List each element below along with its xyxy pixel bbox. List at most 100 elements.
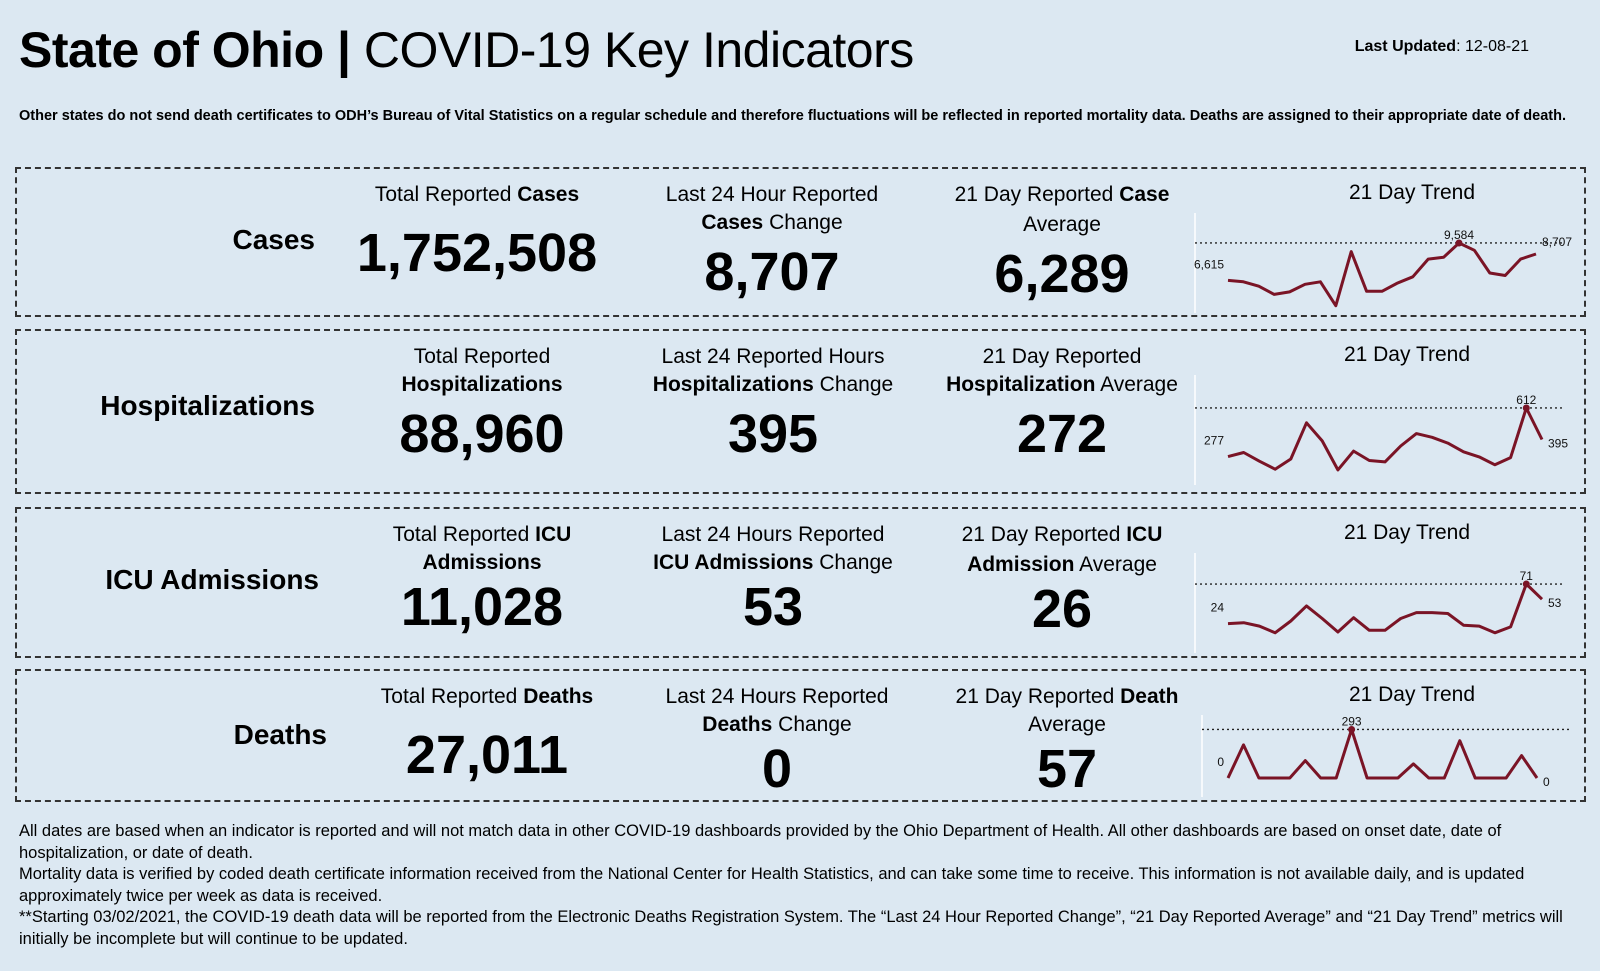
icu-last24-heading-1: Last 24 Hours Reported (661, 523, 885, 546)
hosp-last24-value: 395 (727, 404, 819, 464)
title-subject: COVID-19 Key Indicators (350, 22, 914, 78)
cases-avg-heading-1b: Case (1119, 183, 1170, 206)
cases-last24-heading-1: Last 24 Hour Reported (665, 183, 879, 206)
hosp-total-heading-1: Total Reported (413, 345, 551, 368)
icu-total-value: 11,028 (400, 577, 564, 637)
footer-note-dates: All dates are based when an indicator is… (19, 822, 1502, 862)
icu-total-heading-1a: Total Reported (392, 523, 536, 546)
cases-trend-label-max: 9,584 (1444, 228, 1474, 242)
cases-trend-label-last: 8,707 (1542, 235, 1572, 249)
icu-avg-heading-2a: Admission (967, 553, 1075, 576)
cases-last24-heading-2: Cases Change (617, 209, 927, 237)
hosp-total-heading-2b: Hospitalizations (401, 373, 563, 396)
cases-trend-label-first: 6,615 (1194, 257, 1224, 271)
hosp-avg-value: 272 (1016, 404, 1108, 464)
cases-total-heading: Total Reported Cases (317, 181, 637, 209)
title-state: State of Ohio | (19, 22, 351, 78)
deaths-trend-line (1226, 728, 1539, 780)
icu-last24-heading-2a: ICU Admissions (653, 551, 814, 574)
hosp-trend-label-max: 612 (1516, 393, 1536, 407)
icu-label: ICU Admissions (105, 564, 319, 595)
icu-trend-point (1522, 580, 1530, 588)
footer-note-mortality: Mortality data is verified by coded deat… (19, 865, 1525, 905)
cases-avg-heading-2: Average (1023, 213, 1101, 236)
icu-avg-value: 26 (1031, 579, 1093, 639)
deaths-total-value: 27,011 (405, 725, 569, 785)
icu-trend-label-max: 71 (1520, 569, 1534, 583)
deaths-trend-point (1348, 725, 1356, 733)
icu-avg-heading-1b: ICU (1126, 523, 1163, 546)
hosp-avg-heading-2a: Hospitalization (946, 373, 1096, 396)
cases-trend-title: 21 Day Trend (1348, 181, 1476, 204)
hosp-trend-label-first: 277 (1204, 434, 1224, 448)
deaths-avg-heading-1a: 21 Day Reported (955, 685, 1121, 708)
cases-label: Cases (232, 224, 315, 255)
hosp-trend-title: 21 Day Trend (1343, 343, 1471, 366)
footer-notes: All dates are based when an indicator is… (19, 821, 1591, 950)
hosp-last24-heading-2: Hospitalizations Change (613, 371, 933, 399)
deaths-trend-label-first: 0 (1217, 755, 1224, 769)
cases-trend-point (1455, 239, 1463, 247)
cases-avg: 21 Day Reported Case Average 6,289 (907, 181, 1217, 304)
deaths-avg-heading-1b: Death (1120, 685, 1179, 708)
header: State of Ohio | COVID-19 Key Indicators … (19, 22, 1589, 82)
deaths-last24-heading-2b: Change (772, 713, 852, 736)
icu-total-heading-1b: ICU (535, 523, 572, 546)
icu-trend-label-first: 24 (1211, 601, 1225, 615)
last-updated: Last Updated: 12-08-21 (1355, 38, 1529, 56)
deaths-last24-value: 0 (761, 739, 793, 799)
last-updated-value: : 12-08-21 (1456, 38, 1529, 55)
icu-avg-heading-1a: 21 Day Reported (961, 523, 1127, 546)
cases-avg-value: 6,289 (994, 244, 1130, 304)
hospitalizations-panel: Hospitalizations Total Reported Hospital… (15, 329, 1586, 494)
cases-total-value: 1,752,508 (356, 223, 598, 283)
icu-total: Total Reported ICU Admissions 11,028 (327, 521, 637, 637)
icu-last24: Last 24 Hours Reported ICU Admissions Ch… (613, 521, 933, 637)
hosp-trend-chart: 277 612 395 (1194, 375, 1568, 485)
hosp-avg-heading-2b: Average (1095, 373, 1178, 396)
cases-last24: Last 24 Hour Reported Cases Change 8,707 (617, 181, 927, 302)
cases-total-heading-b: Cases (517, 183, 580, 206)
icu-avg-heading-2: Admission Average (907, 551, 1217, 579)
hosp-last24-heading-2a: Hospitalizations (652, 373, 814, 396)
hosp-avg-heading-2: Hospitalization Average (897, 371, 1227, 399)
icu-avg: 21 Day Reported ICU Admission Average 26 (907, 521, 1217, 639)
hosp-avg-heading-1: 21 Day Reported (982, 345, 1142, 368)
deaths-total-heading-b: Deaths (523, 685, 594, 708)
icu-avg-heading-2b: Average (1074, 553, 1157, 576)
hosp-avg: 21 Day Reported Hospitalization Average … (897, 343, 1227, 464)
cases-trend-chart: 6,615 9,584 8,707 (1194, 213, 1572, 313)
deaths-trend-label-max: 293 (1342, 715, 1362, 728)
cases-total: Total Reported Cases 1,752,508 (317, 181, 637, 283)
deaths-avg-heading-1: 21 Day Reported Death (912, 683, 1222, 711)
deaths-last24-heading-2a: Deaths (702, 713, 773, 736)
hosp-trend-line (1227, 406, 1544, 472)
deaths-trend-title: 21 Day Trend (1348, 683, 1476, 706)
cases-trend-line (1227, 241, 1537, 308)
icu-last24-heading-2: ICU Admissions Change (613, 549, 933, 577)
icu-total-heading-1: Total Reported ICU (327, 521, 637, 549)
deaths-trend-chart: 0 293 0 (1201, 715, 1572, 797)
hosp-last24-heading-2b: Change (813, 373, 894, 396)
icu-trend-chart: 24 71 53 (1194, 553, 1565, 653)
footer-note-edrs: **Starting 03/02/2021, the COVID-19 deat… (19, 908, 1563, 948)
deaths-last24-heading-2: Deaths Change (622, 711, 932, 739)
cases-last24-heading-2b: Change (763, 211, 843, 234)
hosp-last24-heading-1: Last 24 Reported Hours (661, 345, 885, 368)
deaths-panel: Deaths Total Reported Deaths 27,011 Last… (15, 669, 1586, 802)
hosp-total-heading-2: Hospitalizations (327, 371, 637, 399)
hospitalizations-label: Hospitalizations (100, 390, 315, 421)
icu-last24-heading-2b: Change (813, 551, 893, 574)
deaths-avg-heading-2: Average (1028, 713, 1106, 736)
hosp-total: Total Reported Hospitalizations 88,960 (327, 343, 637, 464)
deaths-total-heading: Total Reported Deaths (327, 683, 647, 711)
death-certificate-note: Other states do not send death certifica… (19, 108, 1567, 124)
hosp-trend-point (1522, 404, 1530, 412)
deaths-avg-value: 57 (1036, 739, 1098, 799)
hosp-trend-label-last: 395 (1548, 436, 1568, 450)
icu-total-heading-2b: Admissions (422, 551, 542, 574)
deaths-total: Total Reported Deaths 27,011 (327, 683, 647, 785)
deaths-last24: Last 24 Hours Reported Deaths Change 0 (622, 683, 932, 799)
icu-last24-value: 53 (742, 577, 804, 637)
hosp-last24: Last 24 Reported Hours Hospitalizations … (613, 343, 933, 464)
